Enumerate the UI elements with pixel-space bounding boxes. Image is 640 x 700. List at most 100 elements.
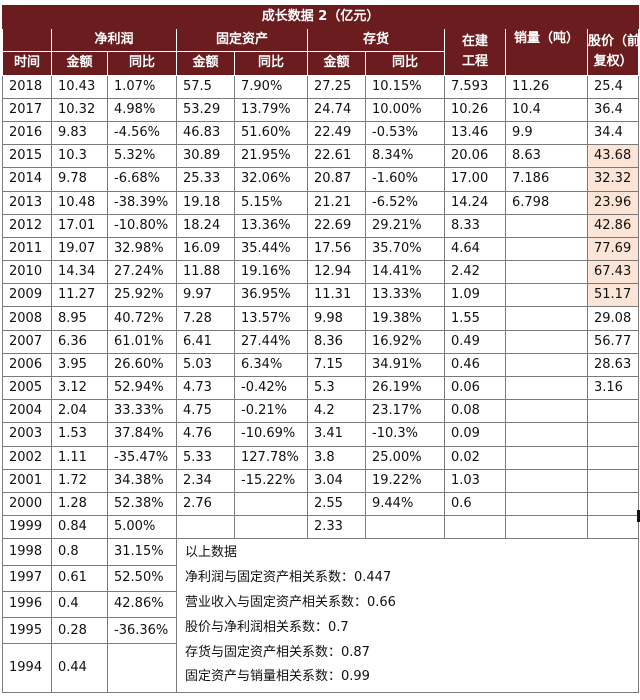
cell-fa-yoy[interactable]: 21.95% <box>234 144 308 169</box>
cell-fa[interactable]: 57.5 <box>176 74 235 99</box>
cell-cip[interactable]: 0.09 <box>444 422 506 447</box>
cell-fa-yoy[interactable]: 27.44% <box>234 329 308 354</box>
cell-np[interactable]: 0.28 <box>51 617 108 645</box>
cell-cip[interactable]: 1.55 <box>444 306 506 331</box>
cell-np[interactable]: 2.04 <box>51 399 108 424</box>
cell-cip[interactable]: 20.06 <box>444 144 506 169</box>
cell-sales[interactable] <box>505 422 588 447</box>
cell-np[interactable]: 3.95 <box>51 352 108 378</box>
cell-np-yoy[interactable]: 33.33% <box>107 399 177 424</box>
cell-cip[interactable]: 17.00 <box>444 167 506 192</box>
cell-year[interactable]: 2010 <box>2 260 52 285</box>
cell-year[interactable]: 2018 <box>2 74 52 99</box>
cell-fa-yoy[interactable]: 36.95% <box>234 283 308 308</box>
cell-np-yoy[interactable]: 52.94% <box>107 375 177 401</box>
cell-sales[interactable]: 7.186 <box>505 167 588 192</box>
cell-np[interactable]: 1.11 <box>51 445 108 470</box>
cell-fa-yoy[interactable] <box>234 491 308 517</box>
cell-np[interactable]: 0.8 <box>51 538 108 566</box>
cell-price[interactable]: 23.96 <box>586 190 640 215</box>
cell-np-yoy[interactable]: 26.60% <box>107 352 177 378</box>
cell-sales[interactable] <box>505 352 588 378</box>
cell-inv-yoy[interactable]: 16.92% <box>365 329 445 354</box>
cell-cip[interactable]: 0.08 <box>444 399 506 424</box>
cell-np[interactable]: 6.36 <box>51 329 108 354</box>
cell-fa[interactable]: 2.34 <box>176 468 235 493</box>
cell-sales[interactable]: 9.9 <box>505 120 588 146</box>
cell-fa[interactable]: 46.83 <box>176 120 235 146</box>
cell-year[interactable]: 1999 <box>2 515 52 540</box>
cell-cip[interactable]: 4.64 <box>444 236 506 262</box>
cell-sales[interactable] <box>505 306 588 331</box>
cell-year[interactable]: 2001 <box>2 468 52 493</box>
cell-price[interactable]: 34.4 <box>586 120 640 146</box>
cell-cip[interactable]: 2.42 <box>444 260 506 285</box>
cell-year[interactable]: 2017 <box>2 97 52 122</box>
cell-np[interactable]: 1.53 <box>51 422 108 447</box>
cell-price[interactable]: 43.68 <box>586 144 640 169</box>
cell-inv-yoy[interactable]: 23.17% <box>365 399 445 424</box>
cell-inv-yoy[interactable]: -6.52% <box>365 190 445 215</box>
cell-np-yoy[interactable]: 5.00% <box>107 515 177 540</box>
cell-cip[interactable]: 14.24 <box>444 190 506 215</box>
cell-np-yoy[interactable]: 27.24% <box>107 260 177 285</box>
cell-price[interactable]: 32.32 <box>586 167 640 192</box>
cell-inv[interactable]: 3.8 <box>307 445 366 470</box>
cell-cip[interactable]: 13.46 <box>444 120 506 146</box>
cell-fa-yoy[interactable] <box>234 515 308 540</box>
cell-inv[interactable]: 4.2 <box>307 399 366 424</box>
cell-inv[interactable]: 11.31 <box>307 283 366 308</box>
cell-inv-yoy[interactable]: -1.60% <box>365 167 445 192</box>
cell-price[interactable] <box>586 515 640 540</box>
cell-year[interactable]: 2003 <box>2 422 52 447</box>
cell-fa-yoy[interactable]: 32.06% <box>234 167 308 192</box>
cell-year[interactable]: 2000 <box>2 491 52 517</box>
cell-sales[interactable] <box>505 260 588 285</box>
cell-inv[interactable]: 3.41 <box>307 422 366 447</box>
cell-fa[interactable]: 4.75 <box>176 399 235 424</box>
cell-year[interactable]: 2012 <box>2 213 52 238</box>
cell-np-yoy[interactable]: 32.98% <box>107 236 177 262</box>
cell-year[interactable]: 2004 <box>2 399 52 424</box>
cell-cip[interactable] <box>444 515 506 540</box>
cell-np-yoy[interactable]: -36.36% <box>107 617 177 645</box>
cell-np-yoy[interactable]: 1.07% <box>107 74 177 99</box>
cell-fa-yoy[interactable]: 13.57% <box>234 306 308 331</box>
cell-cip[interactable]: 1.03 <box>444 468 506 493</box>
cell-np[interactable]: 0.44 <box>51 643 108 694</box>
cell-year[interactable]: 2007 <box>2 329 52 354</box>
cell-fa-yoy[interactable]: -15.22% <box>234 468 308 493</box>
cell-fa-yoy[interactable]: -0.42% <box>234 375 308 401</box>
cell-np[interactable]: 10.48 <box>51 190 108 215</box>
cell-price[interactable]: 28.63 <box>586 352 640 378</box>
cell-cip[interactable]: 0.02 <box>444 445 506 470</box>
cell-np[interactable]: 10.3 <box>51 144 108 169</box>
cell-fa[interactable]: 25.33 <box>176 167 235 192</box>
cell-sales[interactable] <box>505 399 588 424</box>
cell-inv-yoy[interactable]: 8.34% <box>365 144 445 169</box>
cell-np-yoy[interactable]: 37.84% <box>107 422 177 447</box>
cell-np-yoy[interactable]: 34.38% <box>107 468 177 493</box>
cell-fa-yoy[interactable]: 13.36% <box>234 213 308 238</box>
cell-inv[interactable]: 22.49 <box>307 120 366 146</box>
cell-year[interactable]: 2009 <box>2 283 52 308</box>
cell-np-yoy[interactable]: -35.47% <box>107 445 177 470</box>
cell-price[interactable] <box>586 399 640 424</box>
cell-cip[interactable]: 1.09 <box>444 283 506 308</box>
cell-inv-yoy[interactable]: 13.33% <box>365 283 445 308</box>
cell-inv[interactable]: 12.94 <box>307 260 366 285</box>
cell-np[interactable]: 0.4 <box>51 590 108 619</box>
cell-inv[interactable]: 3.04 <box>307 468 366 493</box>
cell-np-yoy[interactable]: 25.92% <box>107 283 177 308</box>
cell-inv-yoy[interactable]: 19.22% <box>365 468 445 493</box>
cell-cip[interactable]: 10.26 <box>444 97 506 122</box>
cell-np[interactable]: 8.95 <box>51 306 108 331</box>
cell-inv-yoy[interactable]: 29.21% <box>365 213 445 238</box>
cell-np-yoy[interactable]: -10.80% <box>107 213 177 238</box>
cell-fa-yoy[interactable]: -10.69% <box>234 422 308 447</box>
cell-np[interactable]: 1.72 <box>51 468 108 493</box>
cell-inv-yoy[interactable]: 10.00% <box>365 97 445 122</box>
cell-price[interactable] <box>586 445 640 470</box>
cell-sales[interactable] <box>505 213 588 238</box>
cell-inv-yoy[interactable]: -10.3% <box>365 422 445 447</box>
